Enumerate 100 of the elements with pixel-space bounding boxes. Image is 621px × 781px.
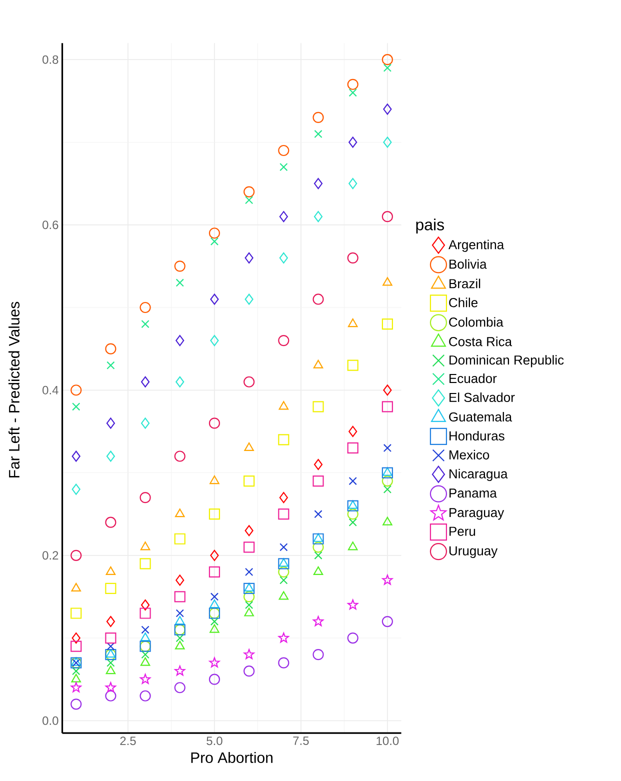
point	[347, 632, 358, 644]
y-axis-title: Far Left - Predicted Values	[8, 302, 20, 478]
point	[244, 608, 254, 616]
point	[70, 550, 82, 561]
point	[105, 343, 116, 354]
point	[72, 484, 80, 495]
point	[174, 682, 186, 694]
point	[244, 442, 254, 452]
point	[174, 450, 186, 462]
point	[348, 500, 358, 509]
point	[348, 599, 358, 610]
point	[175, 616, 185, 625]
point	[278, 401, 289, 410]
point	[347, 508, 358, 520]
point	[382, 574, 393, 585]
point	[347, 442, 358, 454]
point	[383, 104, 392, 115]
point	[70, 384, 82, 396]
point	[71, 674, 81, 682]
point	[141, 320, 150, 328]
point	[278, 632, 289, 643]
point	[348, 88, 357, 97]
point	[348, 136, 358, 148]
legend-label: Panama	[450, 488, 497, 498]
point	[312, 294, 324, 305]
legend-label: Paraguay	[450, 508, 504, 520]
point	[105, 682, 116, 692]
point	[106, 450, 115, 462]
point	[210, 617, 219, 626]
point	[105, 582, 116, 594]
point	[382, 616, 393, 628]
point	[280, 162, 288, 172]
point	[347, 252, 358, 264]
point	[348, 426, 358, 438]
point	[383, 384, 392, 396]
point	[278, 591, 289, 600]
point	[141, 650, 150, 659]
point	[141, 626, 150, 634]
point	[278, 657, 290, 668]
point	[314, 510, 322, 518]
point	[312, 616, 324, 626]
point	[176, 376, 184, 388]
point	[312, 112, 324, 123]
point	[140, 418, 150, 429]
point	[382, 467, 393, 478]
point	[383, 64, 392, 72]
point	[312, 475, 324, 487]
point	[140, 690, 151, 702]
point	[210, 335, 219, 346]
x-tick-label: 2.5	[120, 736, 136, 746]
point	[140, 542, 150, 550]
point	[140, 492, 151, 504]
point	[313, 533, 324, 542]
legend-label: Bolivia	[450, 259, 487, 269]
x-tick-label: 7.5	[293, 736, 309, 745]
point	[348, 518, 357, 526]
legend-label: Nicaragua	[450, 468, 508, 481]
point	[278, 434, 290, 446]
point	[174, 666, 186, 676]
legend-label: Dominican Republic	[450, 355, 564, 368]
point	[209, 657, 220, 668]
point	[348, 476, 357, 486]
point	[382, 277, 392, 286]
point	[106, 566, 116, 575]
legend-label: Costa Rica	[449, 336, 512, 346]
point	[140, 608, 151, 619]
point	[348, 318, 358, 328]
point	[244, 196, 254, 204]
point	[314, 130, 322, 138]
legend-label: Uruguay	[449, 546, 498, 558]
point	[105, 690, 116, 702]
point	[244, 252, 254, 264]
point	[244, 542, 255, 553]
point	[244, 525, 254, 536]
point	[244, 376, 255, 388]
point	[244, 666, 255, 677]
point	[278, 335, 290, 346]
point	[382, 475, 393, 487]
legend-label: Brazil	[450, 278, 480, 288]
point	[314, 458, 323, 470]
point	[313, 566, 324, 575]
point	[208, 566, 220, 578]
point	[176, 574, 184, 586]
point	[244, 294, 254, 305]
point	[176, 634, 184, 642]
point	[382, 211, 393, 222]
point	[382, 467, 392, 476]
point	[106, 361, 115, 370]
point	[175, 640, 185, 650]
point	[312, 401, 324, 412]
point	[382, 54, 393, 66]
point	[278, 144, 290, 156]
point	[280, 576, 288, 584]
point	[210, 237, 219, 246]
point	[106, 642, 115, 650]
point	[314, 551, 322, 560]
point	[348, 542, 358, 550]
point	[72, 402, 80, 411]
point	[174, 533, 186, 544]
point	[70, 698, 82, 710]
